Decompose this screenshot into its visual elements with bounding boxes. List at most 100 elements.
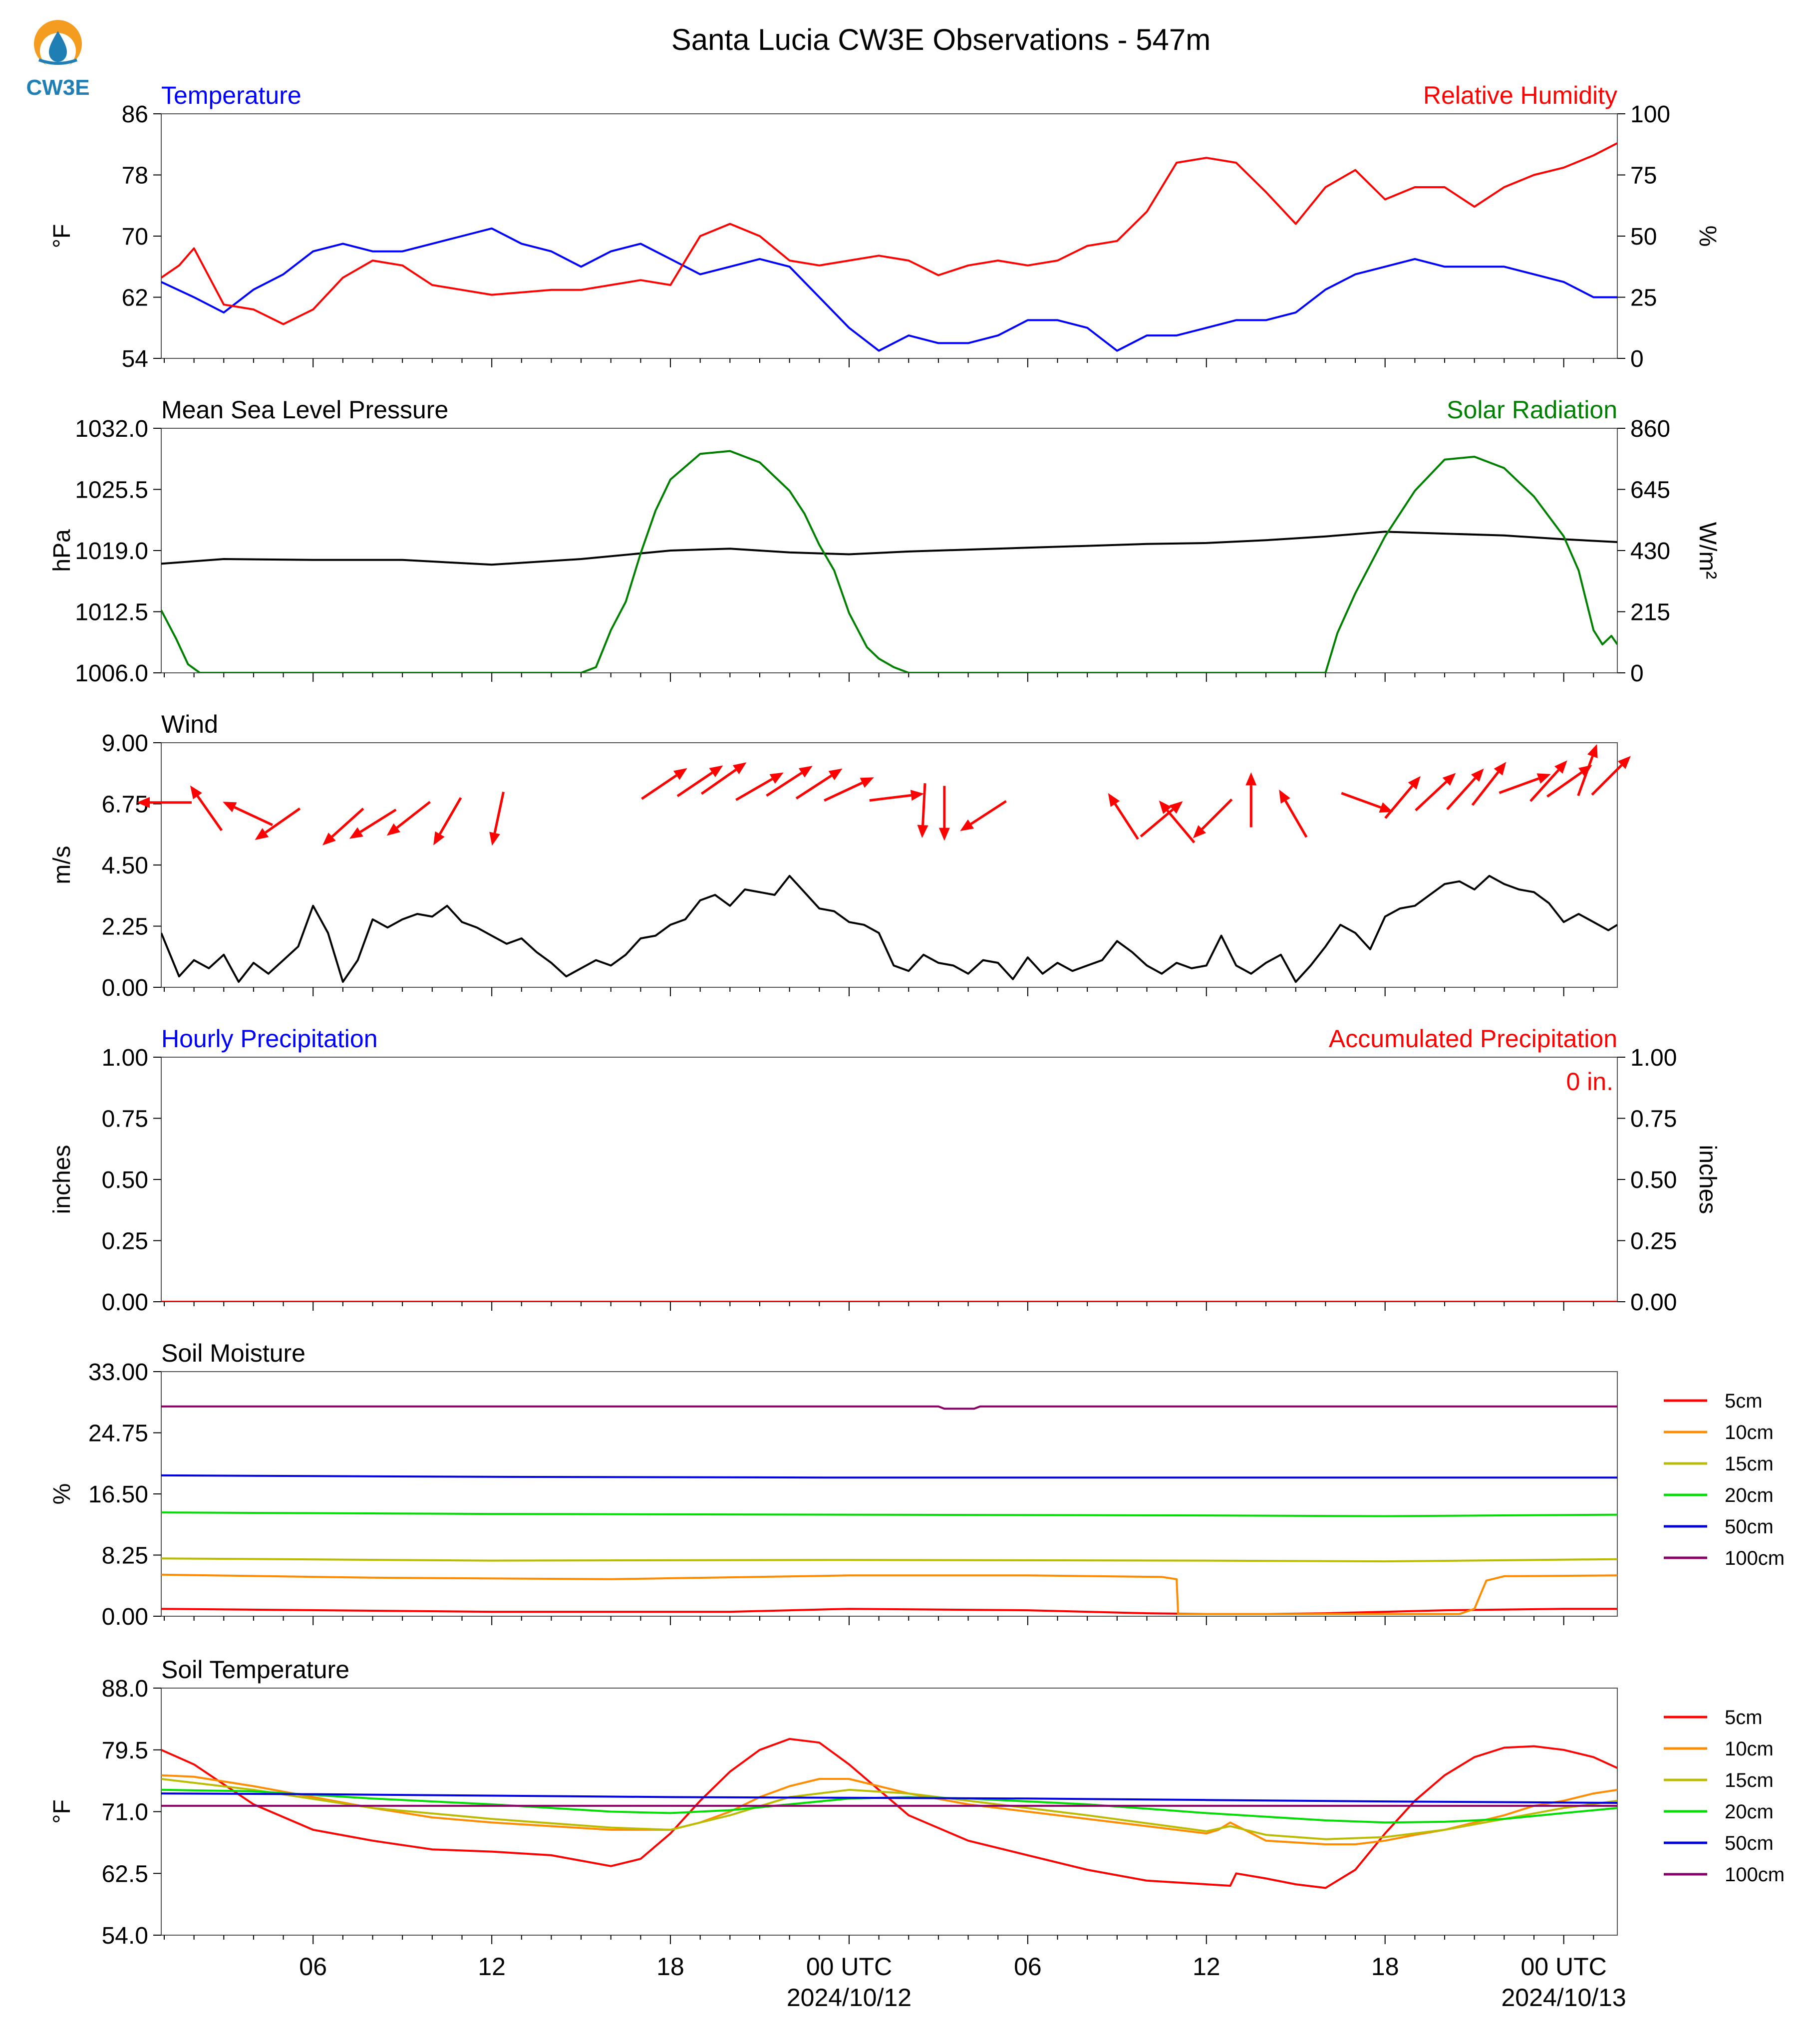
legend: 5cm 10cm 15cm 20cm 50cm 100cm — [1664, 1707, 1785, 1886]
wind-arrow — [1341, 792, 1393, 813]
legend-label: 20cm — [1725, 1484, 1774, 1506]
y-axis-label: °F — [49, 224, 75, 249]
figure-title: Santa Lucia CW3E Observations - 547m — [671, 23, 1211, 56]
wind-arrow — [1499, 773, 1551, 794]
y-tick-label: 1006.0 — [75, 660, 148, 687]
series-line-100cm — [161, 1405, 1617, 1410]
y-right-tick-label: 0.50 — [1630, 1167, 1677, 1193]
series-line-50cm — [161, 1792, 1617, 1804]
panel-title-left: Mean Sea Level Pressure — [161, 396, 448, 424]
y-tick-label: 16.50 — [88, 1481, 148, 1508]
y-right-tick-label: 0.00 — [1630, 1289, 1677, 1316]
wind-arrow-head — [1536, 773, 1551, 784]
wind-arrow — [322, 808, 364, 846]
wind-arrow-head — [1554, 760, 1567, 774]
wind-arrow-shaft — [700, 769, 737, 795]
y-axis-label: % — [49, 1483, 75, 1505]
y-tick-label: 54.0 — [102, 1923, 148, 1949]
wind-arrow-head — [255, 828, 269, 840]
wind-arrow-head — [960, 819, 974, 831]
wind-arrow-head — [910, 790, 924, 801]
logo-droplet-icon — [49, 31, 67, 62]
wind-arrow-head — [709, 765, 723, 778]
wind-arrow-shaft — [438, 797, 462, 835]
y-tick-label: 62 — [122, 285, 148, 311]
wind-arrow-shaft — [1140, 808, 1174, 838]
y-tick-label: 8.25 — [102, 1543, 148, 1569]
panel-soil_temp: 54.0 62.5 71.0 79.5 88.0 Soil Temperature °F 5c… — [49, 1656, 1785, 2012]
panel-title-left: Soil Moisture — [161, 1339, 305, 1367]
y-tick-label: 88.0 — [102, 1676, 148, 1702]
wind-arrow-shaft — [1471, 771, 1500, 806]
wind-arrow-shaft — [1546, 771, 1582, 798]
wind-arrow — [735, 772, 784, 801]
wind-arrow-shaft — [1341, 792, 1382, 809]
y-tick-label: 62.5 — [102, 1861, 148, 1887]
wind-arrow-head — [1169, 801, 1183, 814]
series-line-50cm — [161, 1474, 1617, 1479]
y-tick-label: 86 — [122, 101, 148, 128]
x-tick-label: 12 — [1193, 1953, 1220, 1981]
wind-arrow-head — [1442, 773, 1456, 786]
panel-title-right: Solar Radiation — [1447, 396, 1617, 424]
wind-arrow — [1591, 756, 1631, 796]
y-right-tick-label: 860 — [1630, 416, 1670, 442]
wind-arrow — [190, 785, 223, 832]
series-line-solar-radiation — [161, 450, 1617, 673]
y-right-tick-label: 50 — [1630, 224, 1657, 250]
wind-arrow — [795, 768, 843, 800]
wind-arrow — [960, 800, 1007, 831]
wind-arrow — [386, 801, 431, 836]
series-line-15cm — [161, 1778, 1617, 1840]
wind-arrow-shaft — [1114, 803, 1139, 840]
panel-title-left: Soil Temperature — [161, 1656, 349, 1684]
x-date-label: 2024/10/13 — [1502, 1984, 1626, 2012]
wind-arrow-shaft — [1529, 769, 1560, 802]
x-tick-label: 06 — [1014, 1953, 1042, 1981]
wind-arrow-head — [1494, 762, 1507, 776]
x-tick-label: 18 — [1371, 1953, 1399, 1981]
series-line-20cm — [161, 1511, 1617, 1517]
panel-precip: 0.00 0.25 0.50 0.75 1.00 0.00 0.25 0.50 0.75 1.00… — [49, 1025, 1721, 1316]
y-right-tick-label: 1.00 — [1630, 1045, 1677, 1071]
wind-arrow — [1193, 798, 1233, 839]
panel-title-right: Relative Humidity — [1423, 81, 1617, 109]
y-right-tick-label: 215 — [1630, 599, 1670, 626]
logo-wave-icon — [38, 58, 78, 65]
wind-arrow-head — [386, 823, 401, 836]
y-right-tick-label: 0.25 — [1630, 1228, 1677, 1255]
wind-arrow-shaft — [196, 795, 223, 832]
y-tick-label: 2.25 — [102, 914, 148, 940]
wind-arrow — [1279, 789, 1308, 838]
panel-temp_rh: 54 62 70 78 86 0 25 50 75 100 Temperature Relative … — [49, 81, 1721, 372]
legend-label: 15cm — [1725, 1769, 1774, 1791]
wind-arrow-shaft — [795, 774, 833, 800]
y-tick-label: 0.25 — [102, 1228, 148, 1255]
wind-arrow — [1140, 801, 1183, 838]
legend: 5cm 10cm 15cm 20cm 50cm 100cm — [1664, 1390, 1785, 1569]
wind-arrow-head — [1379, 802, 1393, 813]
wind-arrow-shaft — [1166, 810, 1196, 844]
y-right-tick-label: 25 — [1630, 285, 1657, 311]
panel-title-left: Temperature — [161, 81, 302, 109]
wind-arrow-shaft — [1499, 777, 1539, 794]
y-tick-label: 6.75 — [102, 792, 148, 818]
legend-label: 5cm — [1725, 1707, 1763, 1729]
wind-arrow-head — [673, 768, 687, 780]
wind-arrow-head — [1245, 772, 1257, 786]
y-tick-label: 9.00 — [102, 730, 148, 757]
y-tick-label: 1032.0 — [75, 416, 148, 442]
wind-arrow-head — [1587, 744, 1598, 758]
wind-arrow — [1446, 768, 1484, 811]
y-right-axis-label: inches — [1694, 1145, 1721, 1214]
y-tick-label: 24.75 — [88, 1421, 148, 1447]
wind-arrow-shaft — [265, 807, 301, 834]
wind-arrow-shaft — [921, 783, 926, 826]
wind-arrow-head — [136, 797, 150, 808]
x-tick-label: 18 — [656, 1953, 684, 1981]
panel-wind: 0.00 2.25 4.50 6.75 9.00 Wind m/s — [49, 710, 1631, 1001]
wind-arrow-head — [828, 768, 843, 781]
panel-title-left: Hourly Precipitation — [161, 1025, 378, 1053]
wind-arrow-shaft — [1446, 777, 1477, 811]
